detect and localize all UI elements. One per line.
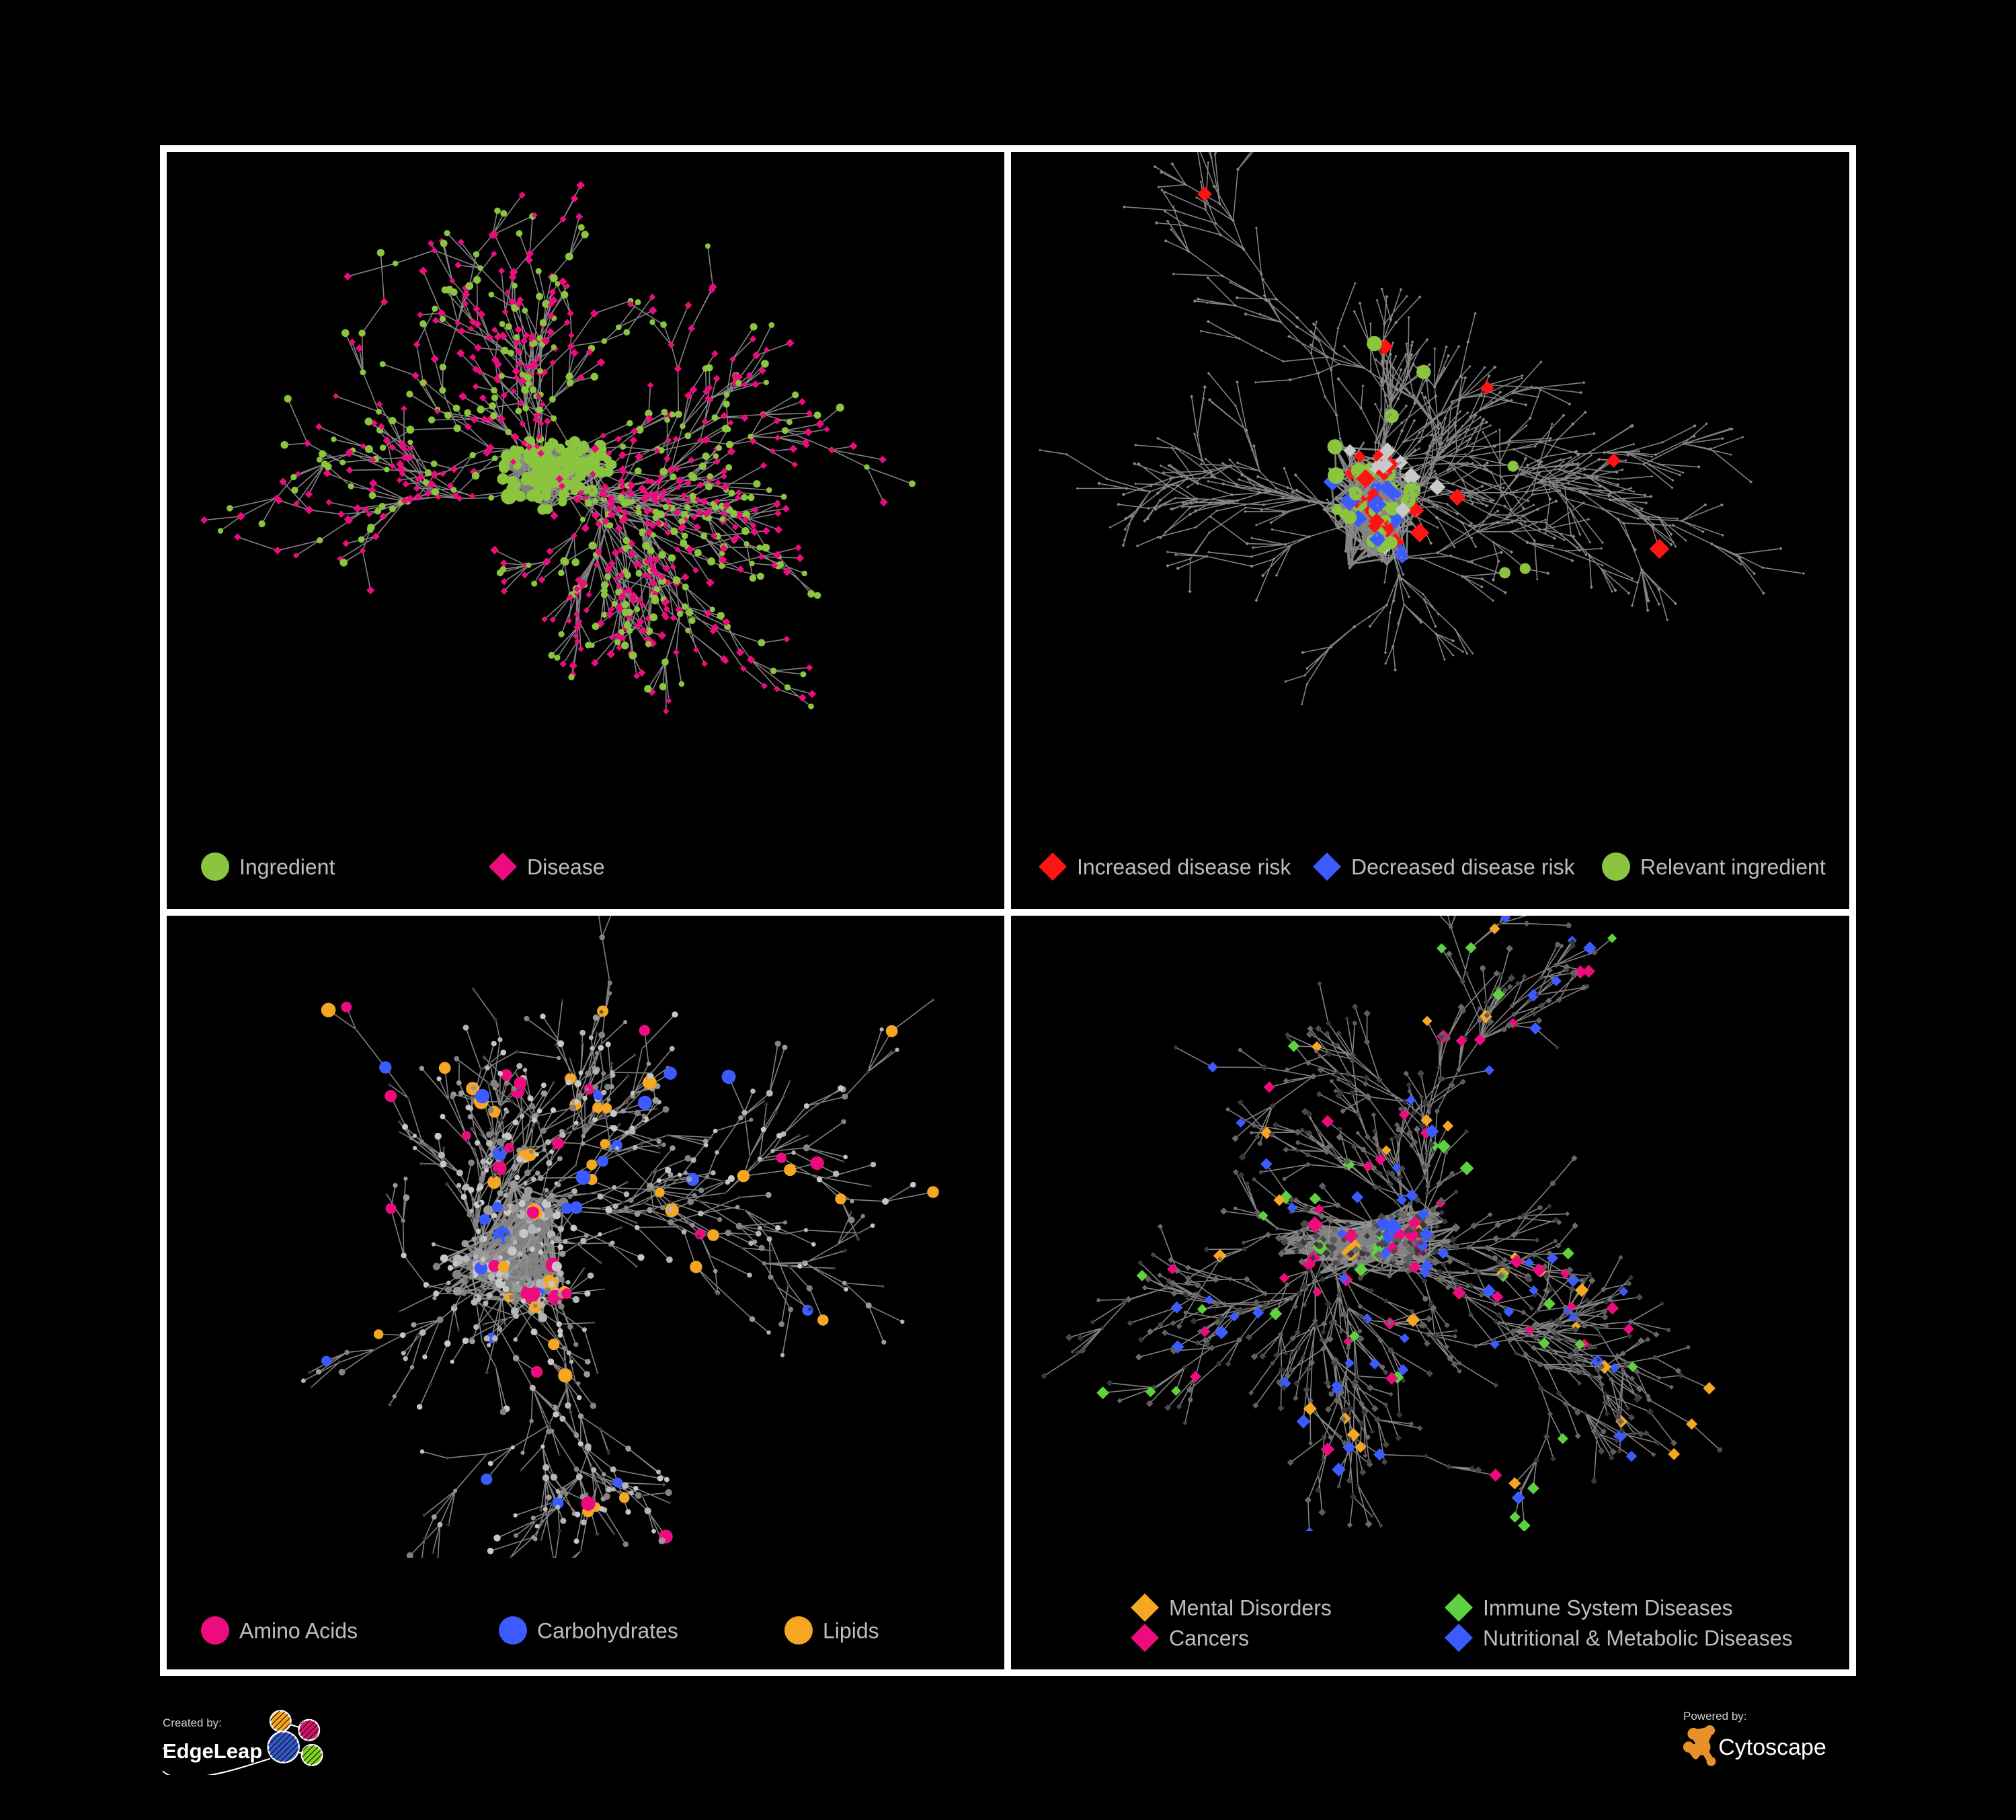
svg-text:Immune System Diseases: Immune System Diseases [1483,1596,1733,1620]
svg-text:Nutritional & Metabolic Diseas: Nutritional & Metabolic Diseases [1483,1626,1793,1651]
svg-text:Disease: Disease [527,855,605,879]
svg-text:Mental Disorders: Mental Disorders [1169,1596,1332,1620]
svg-text:Carbohydrates: Carbohydrates [537,1619,678,1643]
svg-text:Increased disease risk: Increased disease risk [1077,855,1291,879]
svg-text:EdgeLeap: EdgeLeap [163,1739,262,1763]
svg-text:Ingredient: Ingredient [239,855,335,879]
svg-text:Lipids: Lipids [823,1619,879,1643]
svg-text:Decreased disease risk: Decreased disease risk [1351,855,1576,879]
svg-text:Amino Acids: Amino Acids [239,1619,358,1643]
svg-text:Created by:: Created by: [163,1716,222,1729]
svg-text:Cancers: Cancers [1169,1626,1249,1651]
svg-text:Relevant ingredient: Relevant ingredient [1640,855,1826,879]
svg-text:Powered by:: Powered by: [1683,1710,1747,1723]
svg-text:Cytoscape: Cytoscape [1718,1735,1826,1760]
